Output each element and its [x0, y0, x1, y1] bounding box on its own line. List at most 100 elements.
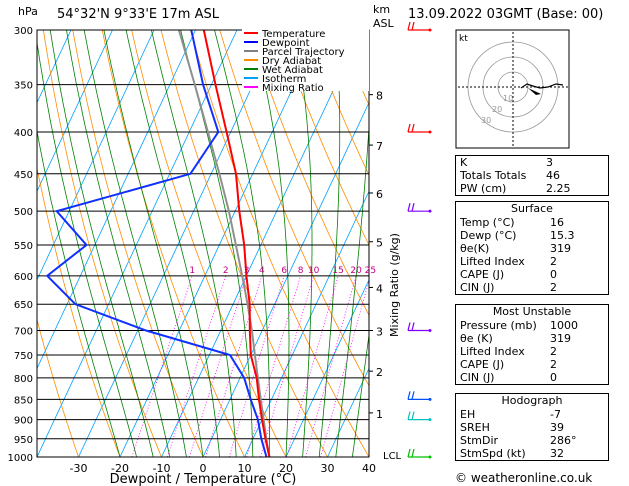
hodograph-ring-label: 20: [492, 105, 502, 114]
mixing-ratio-line: [189, 275, 247, 457]
mixing-ratio-label: 6: [281, 266, 287, 276]
km-tick-label: 6: [376, 188, 383, 201]
temp-tick-label: 30: [321, 462, 335, 475]
km-tick-label: 8: [376, 90, 383, 103]
hodograph-panel: Hodograph EH -7 SREH 39 StmDir 286° StmSpd …: [455, 393, 609, 461]
pressure-tick-label: 850: [14, 395, 33, 406]
wind-barb-dot: [428, 418, 432, 422]
temp-tick-label: -20: [111, 462, 129, 475]
mixing-ratio-label: 3: [244, 266, 250, 276]
wind-barb-flag: [407, 411, 411, 420]
storm-motion-arrow: [528, 88, 541, 95]
temp-tick-label: 20: [279, 462, 293, 475]
legend-label: Parcel Trajectory: [262, 47, 345, 58]
pressure-tick-label: 750: [14, 351, 33, 362]
temp-tick-label: 0: [200, 462, 207, 475]
pressure-tick-label: 950: [14, 435, 33, 446]
isotherm-line: [78, 30, 279, 457]
pressure-tick-label: 800: [14, 374, 33, 385]
wind-barb-flag: [407, 391, 411, 400]
wind-barb-dot: [428, 329, 432, 333]
hodograph-kt-label: kt: [459, 34, 468, 44]
surface-row: Lifted Index 2: [460, 255, 557, 268]
surface-row: CIN (J) 2: [460, 281, 557, 294]
hodograph-title: Hodograph: [501, 394, 563, 407]
surface-row: Dewp (°C) 15.3: [460, 229, 575, 242]
dry-adiabat-line: [37, 317, 79, 457]
km-tick-label: 7: [376, 140, 383, 153]
dewpoint-profile: [45, 30, 268, 457]
legend-box: [242, 29, 369, 91]
parcel-trajectory: [177, 30, 271, 457]
mu-row: Pressure (mb) 1000: [460, 319, 578, 332]
wind-barb-flag: [411, 411, 415, 420]
isotherm-line: [327, 367, 369, 457]
legend-label: Wet Adiabat: [262, 65, 323, 76]
isotherm-line: [202, 101, 369, 457]
isotherm-line: [161, 30, 362, 457]
wind-barb-flag: [411, 391, 415, 400]
pressure-tick-label: 350: [14, 81, 33, 92]
wet-adiabat-line: [352, 332, 369, 457]
wind-barb-flag: [407, 322, 411, 331]
km-tick-label: 1: [376, 408, 383, 421]
temp-tick-label: 10: [238, 462, 252, 475]
pressure-tick-label: 900: [14, 416, 33, 427]
wind-barb-dot: [428, 28, 432, 32]
mixing-ratio-label: 10: [308, 266, 320, 276]
skewt-chart: 3003504004505005506006507007508008509009…: [8, 3, 432, 486]
temp-tick-label: -30: [70, 462, 88, 475]
wind-barb-flag: [407, 203, 411, 212]
wind-barb-dot: [428, 130, 432, 134]
most-unstable-panel: Most Unstable Pressure (mb) 1000 θe (K) 31…: [455, 304, 609, 385]
isotherm-line: [37, 30, 113, 193]
index-row-totals: Totals Totals 46: [460, 169, 560, 182]
wind-barb-flag: [411, 21, 415, 31]
km-tick-label: 2: [376, 366, 383, 379]
mu-row: CIN (J) 0: [460, 371, 557, 384]
asl-label: ASL: [373, 17, 395, 30]
x-axis-label: Dewpoint / Temperature (°C): [110, 472, 297, 486]
wind-barb-flag: [411, 203, 415, 212]
date-header: 13.09.2022 03GMT (Base: 00): [408, 7, 604, 22]
km-tick-label: 5: [376, 237, 383, 250]
mu-row: Lifted Index 2: [460, 345, 557, 358]
surface-title: Surface: [511, 202, 553, 215]
isotherm-line: [244, 190, 369, 457]
temperature-profile: [202, 30, 271, 457]
dry-adiabat-line: [307, 30, 369, 176]
wind-barb-flag: [411, 448, 415, 458]
hodograph-trace: [520, 83, 564, 89]
legend-label: Dewpoint: [262, 38, 310, 49]
wind-barb-flag: [411, 123, 415, 133]
km-tick-label: 4: [376, 282, 383, 295]
mu-row: θe (K) 319: [460, 332, 571, 345]
mixing-ratio-label: 25: [365, 266, 376, 276]
km-tick-label: 3: [376, 326, 383, 339]
pressure-tick-label: 500: [14, 207, 33, 218]
wind-barb-flag: [407, 448, 411, 458]
surface-panel: Surface Temp (°C) 16 Dewp (°C) 15.3 θe(K) 3…: [455, 201, 609, 295]
mixing-ratio-label: 20: [350, 266, 362, 276]
footer-brand[interactable]: © weatheronline.co.uk: [455, 471, 593, 485]
mixing-ratio-axis-label: Mixing Ratio (g/kg): [388, 233, 401, 337]
plot-area: [37, 30, 369, 457]
hpa-label: hPa: [18, 5, 38, 18]
pressure-tick-label: 1000: [8, 453, 33, 464]
hodograph-ring-label: 10: [503, 94, 513, 103]
hodo-row: StmDir 286°: [460, 434, 577, 447]
hodo-row: StmSpd (kt) 32: [460, 447, 564, 460]
most-unstable-title: Most Unstable: [492, 305, 572, 318]
mixing-ratio-label: 8: [298, 266, 304, 276]
temp-tick-label: 40: [362, 462, 376, 475]
lcl-label: LCL: [383, 451, 402, 462]
isotherm-line: [37, 30, 72, 104]
pressure-tick-label: 600: [14, 272, 33, 283]
mixing-ratio-label: 1: [189, 266, 195, 276]
pressure-tick-label: 300: [14, 26, 33, 37]
wind-barb-flag: [407, 123, 411, 133]
mixing-ratio-label: 4: [259, 266, 265, 276]
